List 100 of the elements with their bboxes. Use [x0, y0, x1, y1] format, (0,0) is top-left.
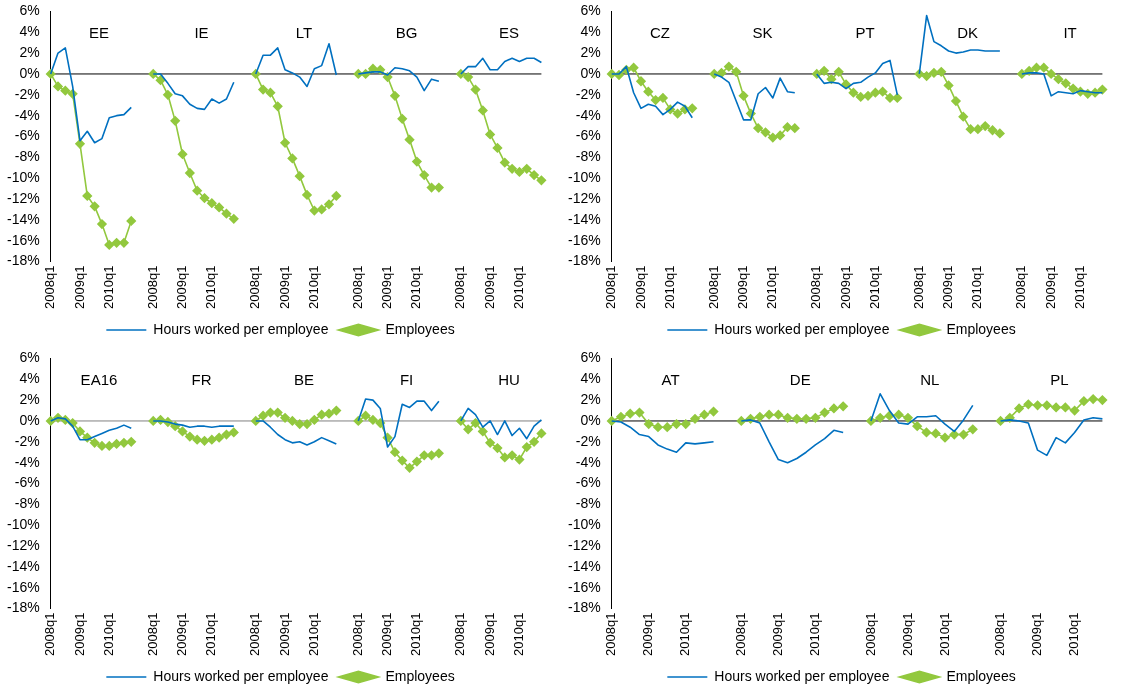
- annotation: ES: [499, 23, 520, 41]
- y-tick-label: -8%: [14, 148, 40, 165]
- x-tick-label: 2008q1: [452, 265, 468, 310]
- x-tick-label: 2008q1: [247, 612, 263, 657]
- y-tick-label: -14%: [568, 210, 601, 227]
- y-tick-label: -4%: [575, 106, 601, 123]
- x-tick-label: 2009q1: [769, 612, 785, 657]
- x-tick-label: 2009q1: [837, 265, 853, 310]
- x-tick-label: 2009q1: [632, 265, 648, 310]
- x-tick-label: 2010q1: [408, 265, 424, 310]
- y-tick-label: -8%: [575, 148, 601, 165]
- annotation: DK: [957, 23, 978, 41]
- annotation: CZ: [649, 23, 670, 41]
- y-tick-label: -18%: [568, 252, 601, 269]
- y-tick-label: -12%: [7, 536, 40, 553]
- annotation: IE: [194, 23, 209, 41]
- legend-label: Hours worked per employee: [714, 667, 890, 684]
- y-tick-label: -10%: [7, 169, 40, 186]
- y-tick-label: -4%: [14, 453, 40, 470]
- x-tick-label: 2010q1: [677, 612, 693, 657]
- y-tick-label: -12%: [568, 536, 601, 553]
- y-tick-label: -6%: [575, 127, 601, 144]
- x-tick-label: 2010q1: [203, 612, 219, 657]
- annotation: PT: [855, 23, 875, 41]
- annotation: BE: [294, 370, 315, 388]
- x-tick-label: 2010q1: [511, 265, 527, 310]
- y-tick-label: -2%: [575, 432, 601, 449]
- legend-label: Hours worked per employee: [714, 320, 890, 337]
- annotation: LT: [295, 23, 313, 41]
- y-tick-label: -2%: [14, 432, 40, 449]
- y-tick-label: 6%: [19, 2, 40, 19]
- annotation: AT: [661, 370, 680, 388]
- x-tick-label: 2010q1: [511, 612, 527, 657]
- x-tick-label: 2008q1: [144, 612, 160, 657]
- annotation: SK: [752, 23, 773, 41]
- annotation: EE: [88, 23, 109, 41]
- y-tick-label: 2%: [580, 43, 601, 60]
- y-tick-label: -14%: [568, 557, 601, 574]
- x-tick-label: 2008q1: [247, 265, 263, 310]
- x-tick-label: 2010q1: [408, 612, 424, 657]
- x-tick-label: 2008q1: [603, 612, 619, 657]
- x-tick-label: 2009q1: [71, 612, 87, 657]
- y-tick-label: -8%: [14, 495, 40, 512]
- annotation: HU: [498, 370, 520, 388]
- x-tick-label: 2010q1: [866, 265, 882, 310]
- x-tick-label: 2010q1: [1072, 265, 1088, 310]
- y-tick-label: -16%: [7, 231, 40, 248]
- y-tick-label: -12%: [568, 189, 601, 206]
- y-tick-label: -2%: [14, 85, 40, 102]
- x-tick-label: 2009q1: [71, 265, 87, 310]
- x-tick-label: 2010q1: [806, 612, 822, 657]
- x-tick-label: 2009q1: [276, 265, 292, 310]
- y-tick-label: -10%: [568, 516, 601, 533]
- x-tick-label: 2008q1: [144, 265, 160, 310]
- x-tick-label: 2008q1: [349, 612, 365, 657]
- x-tick-label: 2008q1: [705, 265, 721, 310]
- legend-label: Employees: [946, 667, 1016, 684]
- y-tick-label: -14%: [7, 557, 40, 574]
- annotation: NL: [920, 370, 940, 388]
- y-tick-label: -6%: [14, 127, 40, 144]
- x-tick-label: 2008q1: [992, 612, 1008, 657]
- y-tick-label: 6%: [580, 2, 601, 19]
- y-tick-label: -10%: [7, 516, 40, 533]
- y-tick-label: 2%: [580, 390, 601, 407]
- y-tick-label: 0%: [580, 64, 601, 81]
- annotation: PL: [1050, 370, 1069, 388]
- x-tick-label: 2009q1: [735, 265, 751, 310]
- x-tick-label: 2008q1: [732, 612, 748, 657]
- x-tick-label: 2008q1: [808, 265, 824, 310]
- y-tick-label: -18%: [7, 252, 40, 269]
- y-tick-label: 4%: [580, 23, 601, 40]
- x-tick-label: 2009q1: [481, 612, 497, 657]
- x-tick-label: 2009q1: [276, 612, 292, 657]
- x-tick-label: 2009q1: [174, 265, 190, 310]
- x-tick-label: 2010q1: [969, 265, 985, 310]
- x-tick-label: 2008q1: [42, 612, 58, 657]
- y-tick-label: -16%: [7, 578, 40, 595]
- y-tick-label: 6%: [19, 349, 40, 366]
- x-tick-label: 2008q1: [603, 265, 619, 310]
- y-tick-label: 2%: [19, 390, 40, 407]
- x-tick-label: 2009q1: [379, 265, 395, 310]
- x-tick-label: 2008q1: [1013, 265, 1029, 310]
- x-tick-label: 2009q1: [899, 612, 915, 657]
- y-tick-label: -18%: [7, 599, 40, 616]
- x-tick-label: 2009q1: [174, 612, 190, 657]
- y-tick-label: -6%: [575, 474, 601, 491]
- y-tick-label: -12%: [7, 189, 40, 206]
- annotation: BG: [395, 23, 418, 41]
- legend-label: Employees: [385, 320, 455, 337]
- annotation: FI: [399, 370, 414, 388]
- y-tick-label: 6%: [580, 349, 601, 366]
- x-tick-label: 2010q1: [764, 265, 780, 310]
- x-tick-label: 2009q1: [640, 612, 656, 657]
- x-tick-label: 2010q1: [203, 265, 219, 310]
- x-tick-label: 2009q1: [1042, 265, 1058, 310]
- y-tick-label: 0%: [580, 411, 601, 428]
- y-tick-label: -8%: [575, 495, 601, 512]
- x-tick-label: 2009q1: [481, 265, 497, 310]
- annotation: DE: [789, 370, 811, 388]
- legend-label: Employees: [385, 667, 455, 684]
